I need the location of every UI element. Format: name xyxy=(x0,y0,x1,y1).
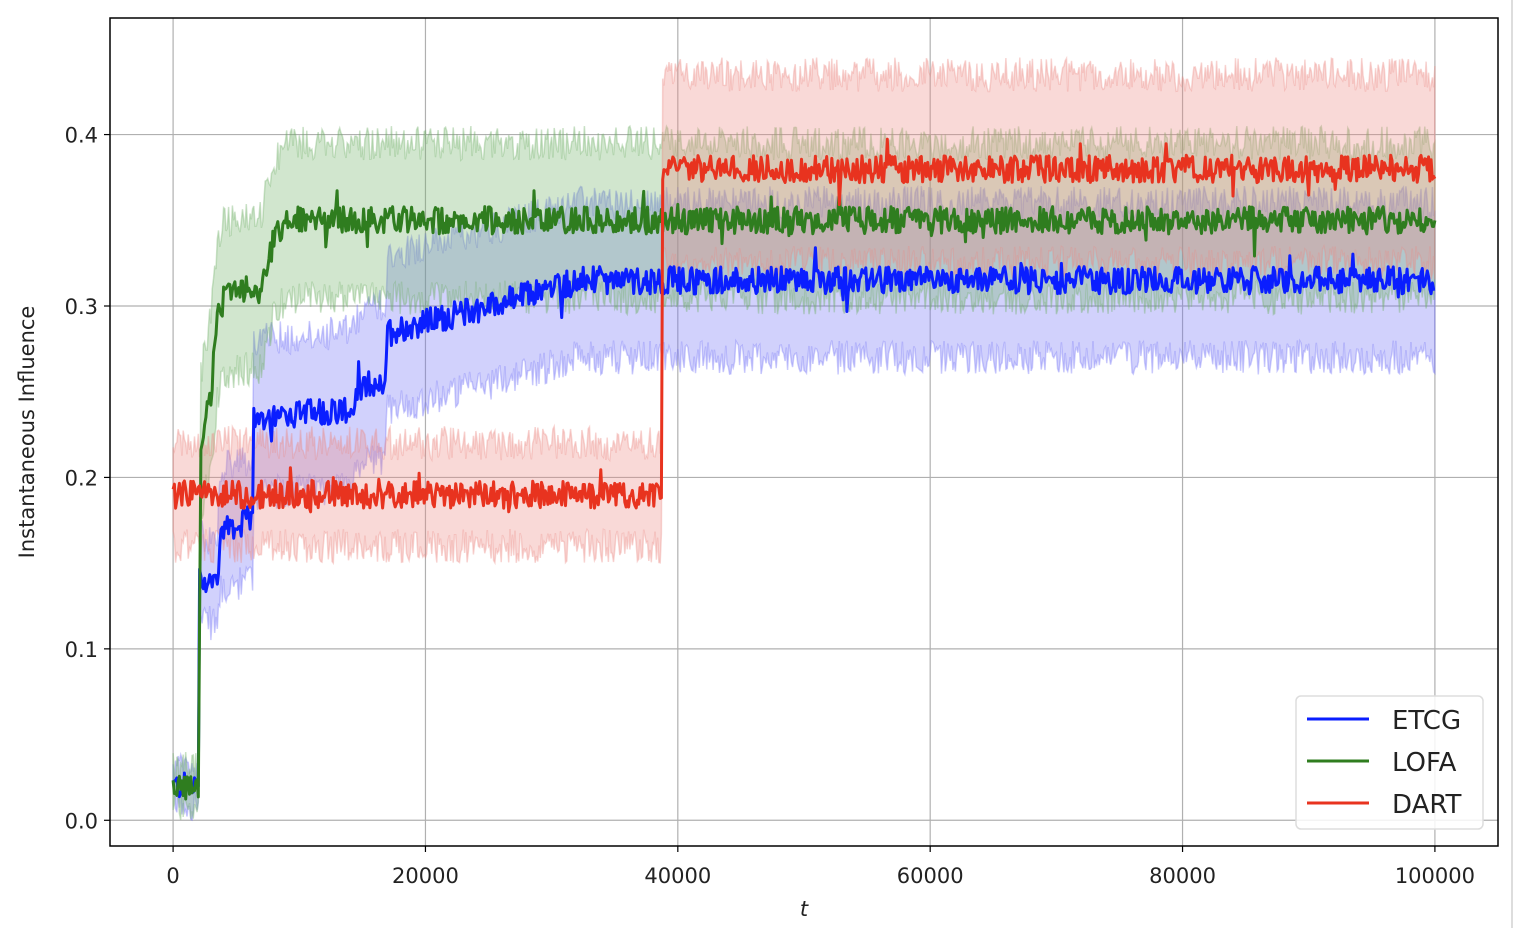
y-axis: 0.0 0.1 0.2 0.3 0.4 xyxy=(65,124,110,833)
legend: ETCG LOFA DART xyxy=(1295,695,1484,830)
y-tick-label: 0.0 xyxy=(65,809,98,833)
y-tick-label: 0.3 xyxy=(65,295,98,319)
y-tick-label: 0.2 xyxy=(65,466,98,490)
etcg-legend-label: ETCG xyxy=(1392,706,1461,736)
etcg-line xyxy=(172,246,1436,799)
grid xyxy=(110,18,1498,846)
x-tick-label: 0 xyxy=(166,864,179,888)
etcg-band xyxy=(172,184,1436,822)
legend-box xyxy=(1295,695,1484,830)
y-tick-label: 0.1 xyxy=(65,638,98,662)
lines xyxy=(171,137,1437,801)
x-tick-label: 40000 xyxy=(644,864,711,888)
y-axis-label: Instantaneous Influence xyxy=(15,306,39,559)
x-tick-label: 20000 xyxy=(392,864,459,888)
x-axis: 0 20000 40000 60000 80000 100000 xyxy=(166,846,1475,888)
dart-band xyxy=(172,55,1436,566)
dart-line xyxy=(171,137,1437,514)
x-axis-label: t xyxy=(800,897,809,921)
x-tick-label: 80000 xyxy=(1149,864,1216,888)
x-tick-label: 100000 xyxy=(1395,864,1475,888)
dart-legend-label: DART xyxy=(1392,790,1462,820)
lofa-legend-label: LOFA xyxy=(1392,748,1457,778)
plot-frame xyxy=(109,17,1499,847)
y-tick-label: 0.4 xyxy=(65,124,98,148)
lofa-line xyxy=(171,189,1437,801)
x-tick-label: 60000 xyxy=(897,864,964,888)
